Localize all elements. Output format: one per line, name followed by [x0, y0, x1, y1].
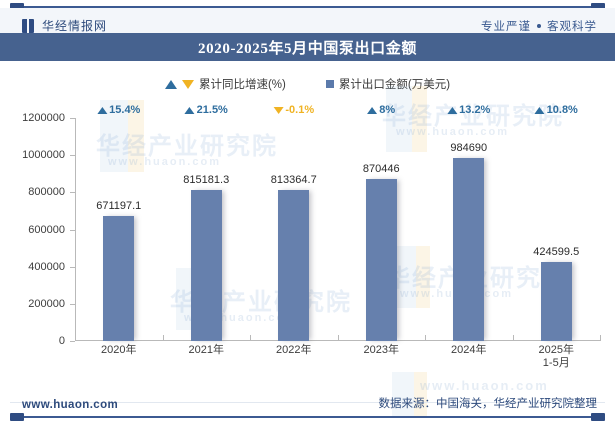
slogan-right-text: 客观科学	[547, 21, 597, 33]
bar-value-label: 815181.3	[183, 173, 230, 186]
y-axis-tick	[70, 341, 75, 342]
y-axis-tick	[70, 303, 75, 305]
brand[interactable]: 华经情报网	[22, 17, 107, 34]
growth-value-label: 21.5%	[196, 104, 228, 116]
legend-label-amount: 累计出口金额(万美元)	[338, 79, 451, 91]
bar-value-label: 813364.7	[270, 173, 317, 186]
x-axis-label: 2024年	[451, 344, 487, 356]
legend-item-growth[interactable]: 累计同比增速(%)	[164, 76, 286, 92]
y-axis-label: 400000	[28, 260, 65, 273]
x-axis-label: 2022年	[276, 344, 312, 356]
bar-value-label: 984690	[450, 142, 488, 154]
legend-item-amount[interactable]: 累计出口金额(万美元)	[325, 76, 451, 92]
y-axis-label: 1000000	[22, 149, 65, 162]
x-axis-tick	[600, 335, 601, 341]
y-axis-tick	[70, 229, 75, 231]
growth-annotation: -0.1%	[273, 104, 314, 116]
growth-value-label: 10.8%	[546, 104, 578, 116]
bar-value-label: 870446	[362, 163, 400, 176]
bottom-divider-cap-left	[10, 413, 24, 421]
book-logo-icon	[22, 18, 36, 33]
square-marker-icon	[325, 80, 334, 88]
x-axis-tick	[425, 335, 426, 341]
growth-up-icon	[184, 106, 195, 114]
top-divider-cap-right	[591, 3, 605, 11]
growth-down-icon	[273, 106, 284, 114]
x-axis-label: 2025年 1-5月	[538, 344, 574, 369]
growth-value-label: 8%	[379, 104, 396, 116]
slogan-left-text: 专业严谨	[481, 21, 531, 33]
y-axis-label: 0	[58, 335, 65, 347]
x-axis-tick	[250, 335, 251, 341]
bar[interactable]	[190, 189, 222, 341]
growth-annotation: 10.8%	[534, 104, 578, 116]
triangle-up-icon	[164, 79, 177, 89]
growth-annotation: 13.2%	[447, 104, 490, 116]
bar-value-label: 671197.1	[96, 200, 142, 213]
growth-value-label: 15.4%	[109, 104, 141, 116]
x-axis-tick	[337, 335, 339, 341]
growth-annotation: 21.5%	[184, 104, 228, 116]
chart-legend: 累计同比增速(%) 累计出口金额(万美元)	[0, 73, 615, 95]
x-axis-tick	[75, 335, 76, 341]
bar[interactable]	[453, 158, 485, 341]
watermark-site-5: www.huaon.com	[420, 378, 549, 393]
growth-annotation: 8%	[367, 104, 395, 116]
y-axis-label: 600000	[28, 223, 65, 236]
growth-annotation: 15.4%	[97, 104, 140, 116]
y-axis-label: 1200000	[22, 112, 65, 124]
growth-value-label: -0.1%	[285, 104, 315, 116]
footer-source: 数据来源：中国海关，华经产业研究院整理	[378, 398, 598, 410]
slogan-dot-icon	[537, 24, 541, 28]
top-divider	[10, 3, 605, 11]
slogan: 专业严谨 客观科学	[481, 18, 597, 34]
header-bar: 华经情报网 专业严谨 客观科学	[0, 8, 615, 33]
footer-url[interactable]: www.huaon.com	[22, 399, 119, 411]
y-axis-label: 800000	[28, 186, 65, 199]
growth-up-icon	[447, 106, 458, 114]
bottom-divider-cap-right	[591, 413, 605, 421]
bar[interactable]	[278, 189, 310, 341]
x-axis-label: 2021年	[188, 344, 224, 356]
footer-divider-line	[10, 402, 605, 403]
y-axis-line	[75, 118, 76, 341]
brand-name: 华经情报网	[42, 19, 108, 33]
growth-up-icon	[97, 106, 108, 114]
triangle-down-icon	[181, 79, 194, 89]
y-axis-tick	[70, 192, 75, 194]
bottom-divider	[10, 413, 605, 421]
bar[interactable]	[103, 216, 135, 341]
y-axis-label: 200000	[28, 297, 65, 310]
footer-bar: www.huaon.com 数据来源：中国海关，华经产业研究院整理	[0, 392, 615, 416]
growth-value-label: 13.2%	[459, 104, 491, 116]
x-axis-label: 2020年	[101, 344, 137, 356]
bar[interactable]	[540, 262, 572, 341]
top-divider-cap-left	[10, 3, 24, 11]
x-axis-tick	[512, 335, 514, 341]
growth-up-icon	[534, 106, 545, 114]
x-axis-tick	[162, 335, 164, 341]
growth-up-icon	[367, 106, 378, 114]
x-axis-label: 2023年	[363, 344, 399, 356]
y-axis-tick	[70, 266, 75, 268]
plot-area: 0 200000 400000 600000 800000 1000000 1200000 6…	[22, 104, 601, 369]
y-axis-tick	[70, 118, 75, 119]
bar[interactable]	[365, 179, 397, 341]
chart-title-bar: 2020-2025年5月中国泵出口金额	[0, 33, 615, 61]
y-axis-tick	[70, 155, 75, 157]
chart-title: 2020-2025年5月中国泵出口金额	[198, 40, 417, 57]
bar-value-label: 424599.5	[533, 246, 580, 259]
legend-label-growth: 累计同比增速(%)	[198, 79, 286, 91]
